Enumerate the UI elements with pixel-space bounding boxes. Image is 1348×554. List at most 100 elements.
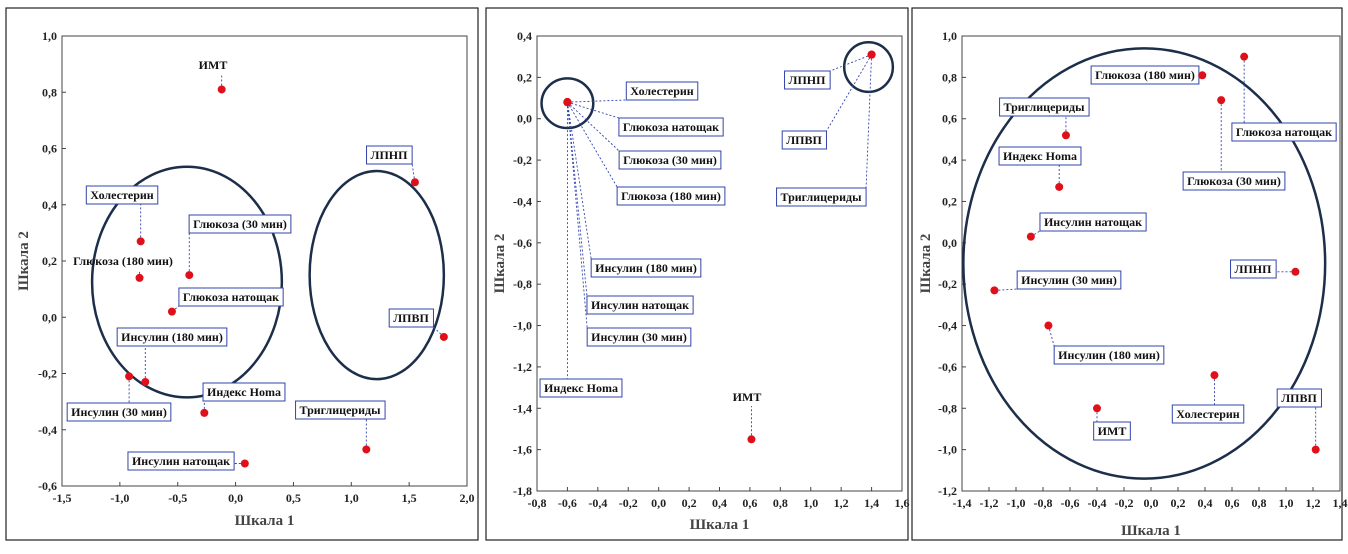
y-tick-label: -0,4 bbox=[38, 423, 57, 437]
point-label-box bbox=[1276, 388, 1322, 408]
leader-line bbox=[567, 99, 627, 103]
point-label-box bbox=[618, 117, 724, 137]
data-point bbox=[1044, 321, 1053, 330]
chart-panel-3: -1,4 -1,2 -1,0 -0,8 -0,6 -0,4 -0,2 0,0 0,2 0,4 0,6… bbox=[911, 7, 1348, 541]
point-label: Инсулин натощак bbox=[132, 454, 230, 468]
y-tick-label: 0,8 bbox=[42, 85, 57, 99]
point-label-box bbox=[781, 130, 827, 150]
y-tick-label: -1,4 bbox=[513, 401, 532, 415]
point-label-box bbox=[1039, 212, 1147, 232]
x-tick-label: 0,0 bbox=[651, 496, 666, 510]
panel-frame bbox=[5, 7, 479, 541]
point-label: ИМТ bbox=[199, 58, 228, 72]
y-tick-label: -0,6 bbox=[38, 479, 57, 493]
point-label: ИМТ bbox=[733, 390, 762, 404]
point-label-box bbox=[85, 185, 159, 205]
x-tick-label: 0,2 bbox=[682, 496, 697, 510]
x-tick-label: 1,0 bbox=[344, 491, 359, 505]
point-label-box bbox=[116, 327, 228, 347]
point-label-box bbox=[295, 400, 386, 420]
cluster-ellipse bbox=[90, 165, 284, 399]
y-tick-label: -1,6 bbox=[513, 443, 532, 457]
point-label-box bbox=[202, 382, 286, 402]
point-label: Глюкоза (30 мин) bbox=[193, 217, 287, 231]
point-label-box bbox=[188, 214, 292, 234]
point-label: Инсулин натощак bbox=[1044, 215, 1142, 229]
chart-panel-2: -0,8 -0,6 -0,4 -0,2 0,0 0,2 0,4 0,6 0,8 1,0 1,2 1,4… bbox=[485, 7, 910, 541]
point-label: Индекс Homa bbox=[1003, 149, 1077, 163]
point-label-box bbox=[178, 287, 284, 307]
data-point bbox=[362, 445, 371, 454]
data-point bbox=[563, 98, 572, 107]
point-label-box bbox=[776, 187, 867, 207]
x-tick-label: 1,4 bbox=[1333, 496, 1348, 510]
point-label: Глюкоза натощак bbox=[183, 290, 279, 304]
x-tick-label: 2,0 bbox=[460, 491, 475, 505]
point-label: Триглицериды bbox=[300, 403, 382, 417]
y-tick-label: 0,0 bbox=[942, 236, 957, 250]
point-label: ЛПВП bbox=[393, 311, 429, 325]
leader-line bbox=[826, 54, 872, 132]
point-label: Инсулин (180 мин) bbox=[121, 330, 223, 344]
point-label-box bbox=[1171, 404, 1245, 424]
x-tick-label: -0,2 bbox=[619, 496, 638, 510]
y-tick-label: -0,2 bbox=[513, 153, 532, 167]
data-point bbox=[1198, 71, 1207, 80]
point-label: ЛПВП bbox=[786, 133, 822, 147]
x-tick-label: -1,0 bbox=[1007, 496, 1026, 510]
point-label-box bbox=[366, 145, 413, 165]
point-label: Инсулин (180 мин) bbox=[1058, 348, 1160, 362]
data-point bbox=[439, 332, 448, 341]
x-axis-label: Шкала 1 bbox=[235, 513, 295, 529]
y-tick-label: 0,0 bbox=[42, 310, 57, 324]
cluster-ellipse bbox=[842, 40, 895, 94]
cluster-ellipse bbox=[308, 169, 446, 381]
point-label-box bbox=[1182, 171, 1286, 191]
x-tick-label: 0,4 bbox=[712, 496, 727, 510]
point-label-box bbox=[616, 186, 726, 206]
y-axis-label: Шкала 2 bbox=[16, 231, 32, 291]
x-axis-label: Шкала 1 bbox=[690, 517, 750, 533]
data-point bbox=[1026, 232, 1035, 241]
leader-line bbox=[1047, 325, 1055, 347]
y-axis-label: Шкала 2 bbox=[918, 234, 934, 294]
y-tick-label: 0,6 bbox=[942, 112, 957, 126]
data-point bbox=[410, 178, 419, 187]
cluster-ellipse bbox=[962, 47, 1327, 480]
x-tick-label: -0,8 bbox=[528, 496, 547, 510]
point-label: ИМТ bbox=[1098, 424, 1127, 438]
y-axis-label: Шкала 2 bbox=[492, 234, 508, 294]
data-point bbox=[141, 377, 150, 386]
point-label: Инсулин (180 мин) bbox=[595, 261, 697, 275]
point-label: Инсулин (30 мин) bbox=[1021, 273, 1117, 287]
y-tick-label: 0,6 bbox=[42, 142, 57, 156]
data-point bbox=[200, 408, 209, 417]
y-tick-label: -1,2 bbox=[938, 484, 957, 498]
data-point bbox=[867, 50, 876, 59]
x-tick-label: -0,8 bbox=[1034, 496, 1053, 510]
x-tick-label: 0,6 bbox=[742, 496, 757, 510]
point-label: ЛПНП bbox=[371, 148, 409, 162]
point-label-box bbox=[586, 295, 694, 315]
point-label-box bbox=[1093, 421, 1131, 441]
point-label: Глюкоза натощак bbox=[1236, 125, 1332, 139]
point-label: Глюкоза (30 мин) bbox=[623, 153, 717, 167]
x-tick-label: 1,0 bbox=[1279, 496, 1294, 510]
data-point bbox=[1210, 371, 1219, 380]
point-label: Инсулин натощак bbox=[591, 298, 689, 312]
point-label: ЛПНП bbox=[789, 73, 827, 87]
point-label-box bbox=[1016, 270, 1122, 290]
x-tick-label: -1,4 bbox=[953, 496, 972, 510]
data-point bbox=[1240, 52, 1249, 61]
y-tick-label: -1,0 bbox=[513, 319, 532, 333]
leader-line bbox=[566, 102, 588, 329]
x-tick-label: -0,2 bbox=[1115, 496, 1134, 510]
data-point bbox=[1217, 96, 1226, 105]
x-tick-label: 0,4 bbox=[1198, 496, 1213, 510]
x-tick-label: -0,6 bbox=[1061, 496, 1080, 510]
y-tick-label: 0,4 bbox=[517, 29, 532, 43]
x-tick-label: 0,0 bbox=[1144, 496, 1159, 510]
x-tick-label: 1,4 bbox=[864, 496, 879, 510]
x-tick-label: -0,4 bbox=[588, 496, 607, 510]
point-label-box bbox=[1053, 345, 1165, 365]
